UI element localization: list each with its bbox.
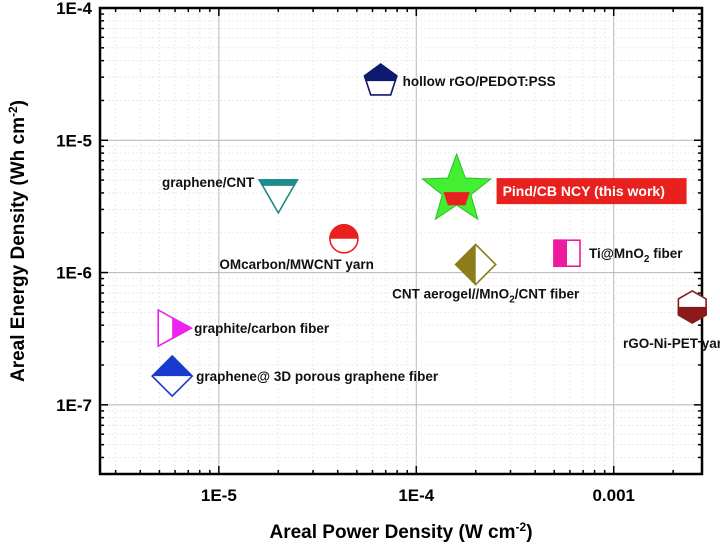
x-tick-label: 0.001 xyxy=(592,486,635,505)
highlight-label: Pind/CB NCY (this work) xyxy=(503,183,665,199)
marker-fill xyxy=(257,179,299,186)
y-tick-label: 1E-5 xyxy=(56,131,92,150)
highlight-label-box xyxy=(496,178,687,205)
x-axis-title: Areal Power Density (W cm-2) xyxy=(269,520,532,543)
plot-frame xyxy=(98,6,704,476)
grid-lines xyxy=(100,7,702,475)
marker-fill xyxy=(363,63,398,82)
marker-fill xyxy=(151,354,194,377)
data-markers xyxy=(151,63,707,398)
tick-labels: 1E-5 1E-4 0.001 1E-7 1E-6 1E-5 1E-4 xyxy=(56,0,635,505)
point-label: Ti@MnO2 fiber xyxy=(589,246,683,265)
x-tick-label: 1E-5 xyxy=(201,486,237,505)
y-tick-label: 1E-4 xyxy=(56,0,92,18)
y-tick-label: 1E-7 xyxy=(56,396,92,415)
marker-star xyxy=(421,152,493,221)
axis-ticks xyxy=(100,7,702,475)
point-label: rGO-Ni-PET yarn xyxy=(623,336,720,351)
y-axis-title: Areal Energy Density (Wh cm-2) xyxy=(6,100,29,382)
marker-triangle-right xyxy=(157,308,193,348)
y-tick-label: 1E-6 xyxy=(56,264,92,283)
marker-triangle-down xyxy=(257,179,299,215)
marker-fill xyxy=(329,223,359,239)
marker-pentagon xyxy=(363,63,398,96)
star-core xyxy=(443,192,470,206)
point-label: graphene/CNT xyxy=(162,175,255,190)
point-label: OMcarbon/MWCNT yarn xyxy=(219,257,374,272)
point-label: hollow rGO/PEDOT:PSS xyxy=(403,74,556,89)
marker-circle xyxy=(329,223,359,254)
marker-fill xyxy=(553,239,568,268)
marker-diamond xyxy=(454,243,497,286)
marker-fill xyxy=(454,243,476,286)
marker-fill xyxy=(677,306,707,324)
marker-hexagon xyxy=(677,289,707,324)
marker-diamond xyxy=(151,354,194,398)
point-label: CNT aerogel//MnO2/CNT fiber xyxy=(392,287,580,306)
marker-square xyxy=(553,239,581,268)
data-annotations: hollow rGO/PEDOT:PSS graphene/CNT OMcarbon… xyxy=(162,74,720,384)
x-tick-label: 1E-4 xyxy=(398,486,434,505)
marker-fill xyxy=(172,316,193,340)
point-label: graphite/carbon fiber xyxy=(194,321,330,336)
point-label: graphene@ 3D porous graphene fiber xyxy=(196,369,439,384)
